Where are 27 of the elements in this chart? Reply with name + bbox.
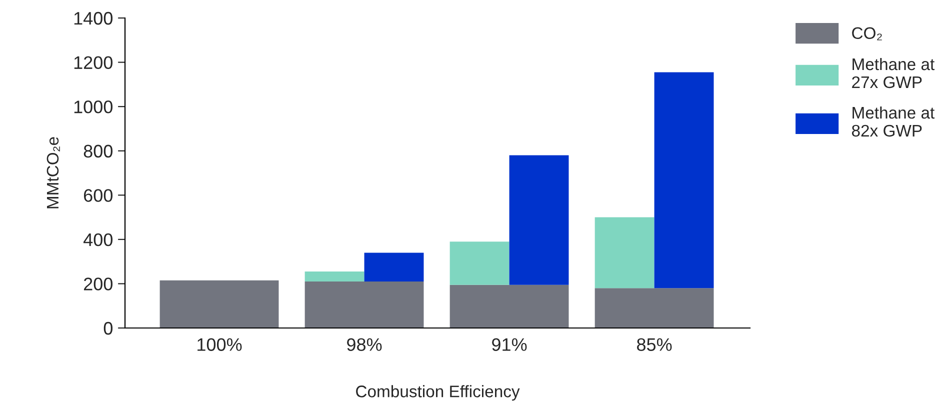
y-tick-label: 400 (83, 233, 112, 246)
x-tick-label: 85% (637, 338, 672, 351)
bar (160, 280, 279, 328)
legend-label: Methane at 27x GWP (852, 58, 935, 88)
bar (304, 272, 364, 282)
y-tick-label: 600 (84, 189, 112, 202)
y-tick-label: 200 (84, 278, 112, 290)
x-tick-label: 91% (492, 338, 527, 351)
legend-label: Methane at 82x GWP (852, 106, 935, 137)
y-tick-label: 0 (104, 322, 112, 335)
bar (450, 284, 569, 328)
y-tick-label: 1200 (74, 56, 112, 70)
bar (654, 72, 714, 288)
bar (509, 155, 569, 285)
bar (450, 242, 510, 285)
y-tick-label: 1000 (74, 100, 112, 114)
bar (594, 288, 714, 328)
y-tick-label: 1400 (74, 12, 112, 25)
legend-label: CO₂ (852, 27, 882, 40)
y-axis-title: MMtCO₂e (46, 137, 60, 208)
x-tick-label: 100% (198, 338, 242, 351)
bar (304, 282, 424, 328)
bar (364, 252, 424, 282)
bar (594, 217, 654, 288)
y-tick-label: 800 (84, 144, 112, 158)
x-axis-title: Combustion Efficiency (356, 385, 520, 401)
x-tick-label: 98% (347, 338, 382, 351)
